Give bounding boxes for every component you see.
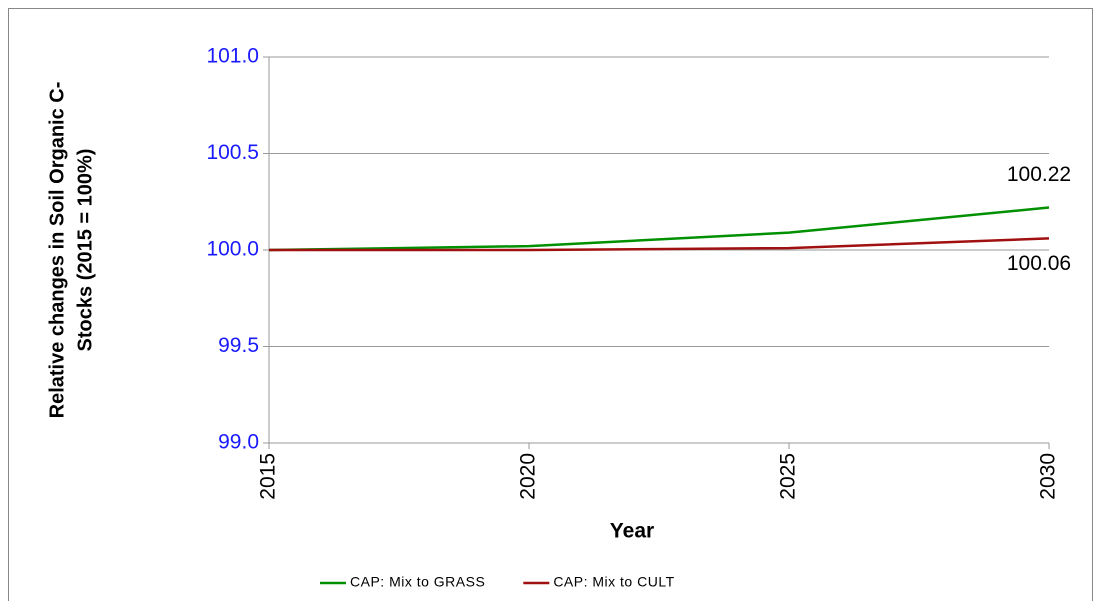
x-tick-label: 2015 [257, 453, 280, 500]
data-label: 100.22 [1007, 163, 1071, 186]
series-line [269, 237, 1050, 252]
x-tick-label: 2020 [517, 453, 540, 500]
y-tick-label: 99.0 [218, 431, 259, 454]
y-tick-label: 101.0 [206, 45, 259, 68]
y-tick-label: 99.5 [218, 334, 259, 357]
y-axis-label: Stocks (2015 = 100%) [74, 149, 96, 352]
y-tick-label: 100.0 [206, 238, 259, 261]
legend-label: CAP: Mix to CULT [553, 574, 674, 590]
x-tick-label: 2030 [1037, 453, 1060, 500]
y-axis-label: Relative changes in Soil Organic C- [46, 82, 68, 419]
legend-label: CAP: Mix to GRASS [350, 574, 485, 590]
x-axis-label: Year [610, 520, 654, 543]
chart-border [8, 8, 1093, 601]
series-line [268, 206, 1050, 252]
x-tick-label: 2025 [777, 453, 800, 500]
y-tick-label: 100.5 [206, 141, 259, 164]
data-label: 100.06 [1007, 252, 1071, 275]
